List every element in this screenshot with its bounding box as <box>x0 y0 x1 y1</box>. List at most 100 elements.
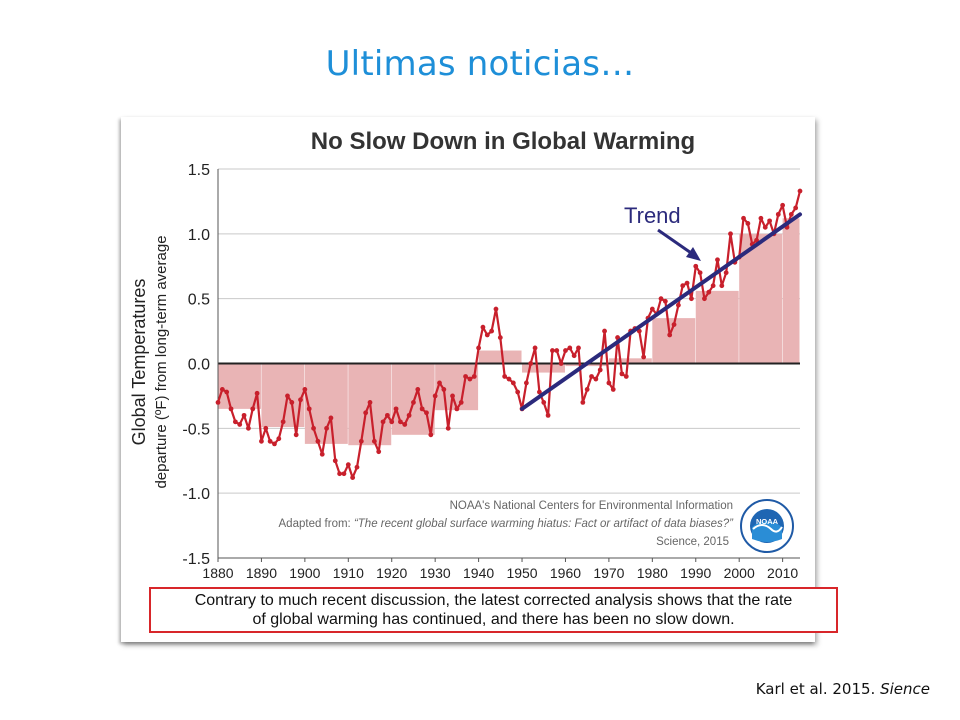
temperature-point <box>367 400 373 405</box>
x-tick-label: 1940 <box>463 565 494 581</box>
x-tick-label: 1960 <box>550 565 581 581</box>
decade-bar <box>522 363 565 373</box>
y-tick-label: -1.0 <box>182 486 210 503</box>
source-credits: NOAA's National Centers for Environmenta… <box>279 500 735 548</box>
caption-box: Contrary to much recent discussion, the … <box>149 587 838 633</box>
x-tick-label: 1890 <box>246 565 277 581</box>
temperature-point <box>471 374 477 379</box>
temperature-point <box>723 270 729 276</box>
y-tick-label: 1.5 <box>188 162 210 179</box>
temperature-point <box>232 419 238 425</box>
y-tick-label: 1.0 <box>188 227 210 244</box>
citation-authors: Karl et al. 2015. <box>755 680 876 698</box>
temperature-point <box>662 298 668 304</box>
temperature-point <box>484 332 490 338</box>
temperature-point <box>224 389 230 395</box>
x-tick-label: 2010 <box>767 565 798 581</box>
temperature-point <box>285 393 290 399</box>
temperature-point <box>384 412 390 418</box>
temperature-point <box>350 475 356 481</box>
x-tick-label: 1920 <box>376 565 407 581</box>
temperature-point <box>793 205 799 211</box>
temperature-point <box>767 218 772 224</box>
temperature-point <box>545 412 551 418</box>
temperature-point <box>741 215 746 221</box>
temperature-point <box>658 296 664 302</box>
x-tick-label: 1930 <box>420 565 451 581</box>
temperature-point <box>715 257 720 263</box>
temperature-point <box>450 393 455 399</box>
citation: Karl et al. 2015. Sience <box>756 680 930 698</box>
trend-line <box>520 212 802 411</box>
temperature-point <box>358 438 364 444</box>
temperature-point <box>580 400 586 405</box>
temperature-point <box>241 412 247 418</box>
temperature-point <box>693 263 699 269</box>
temperature-point <box>228 406 234 412</box>
x-tick-label: 1950 <box>506 565 537 581</box>
decade-bar <box>695 290 739 364</box>
temperature-point <box>219 387 225 392</box>
caption-line-2: of global warming has continued, and the… <box>252 611 735 628</box>
temperature-point <box>424 410 429 416</box>
temperature-point <box>710 283 716 289</box>
temperature-point <box>476 345 481 351</box>
temperature-point <box>745 221 751 226</box>
y-axis-sublabel: departure (ºF) from long-term average <box>153 235 170 488</box>
temperature-point <box>619 371 625 377</box>
temperature-point <box>649 306 655 312</box>
temperature-point <box>780 202 786 208</box>
temperature-point <box>576 345 581 351</box>
temperature-point <box>719 283 725 289</box>
temperature-point <box>523 380 529 386</box>
temperature-point <box>571 353 577 359</box>
temperature-point <box>276 436 282 442</box>
temperature-point <box>497 335 503 340</box>
x-tick-label: 1970 <box>593 565 624 581</box>
temperature-point <box>541 400 547 405</box>
temperature-point <box>758 215 764 221</box>
temperature-point <box>680 283 686 289</box>
temperature-point <box>341 471 347 477</box>
temperature-point <box>319 451 325 457</box>
credit-noaa-line: NOAA's National Centers for Environmenta… <box>450 500 733 512</box>
temperature-point <box>389 419 395 425</box>
temperature-point <box>250 406 256 412</box>
temperature-point <box>437 380 442 386</box>
temperature-point <box>345 462 351 468</box>
temperature-point <box>272 441 277 447</box>
x-tick-label: 1880 <box>202 565 233 581</box>
temperature-point <box>237 422 243 427</box>
temperature-point <box>441 387 447 392</box>
trend-arrow-shaft <box>657 228 695 257</box>
temperature-point <box>406 412 412 418</box>
temperature-point <box>415 387 421 392</box>
temperature-point <box>641 354 647 360</box>
trend-arrow-head <box>686 247 701 261</box>
temperature-point <box>398 419 403 425</box>
x-tick-label: 1910 <box>333 565 364 581</box>
temperature-point <box>259 438 264 444</box>
temperature-point <box>489 328 495 334</box>
temperature-point <box>762 224 768 230</box>
y-tick-label: -0.5 <box>182 421 210 438</box>
temperature-point <box>697 270 703 276</box>
decade-bar <box>261 363 305 428</box>
credit-adapted-prefix: Adapted from: <box>279 518 354 530</box>
temperature-point <box>775 211 781 217</box>
decade-bar <box>782 218 800 364</box>
temperature-point <box>550 348 555 353</box>
decade-bar <box>478 350 522 364</box>
temperature-point <box>280 419 286 425</box>
decade-bar <box>608 358 652 364</box>
temperature-point <box>689 296 694 302</box>
y-tick-label: 0.0 <box>188 357 210 374</box>
temperature-point <box>454 406 460 412</box>
temperature-point <box>480 324 486 330</box>
temperature-point <box>302 387 308 392</box>
temperature-point <box>306 406 312 412</box>
temperature-point <box>363 410 369 416</box>
trend-annotation: Trend <box>624 203 681 228</box>
chart-title: No Slow Down in Global Warming <box>311 128 695 155</box>
temperature-point <box>332 458 338 464</box>
